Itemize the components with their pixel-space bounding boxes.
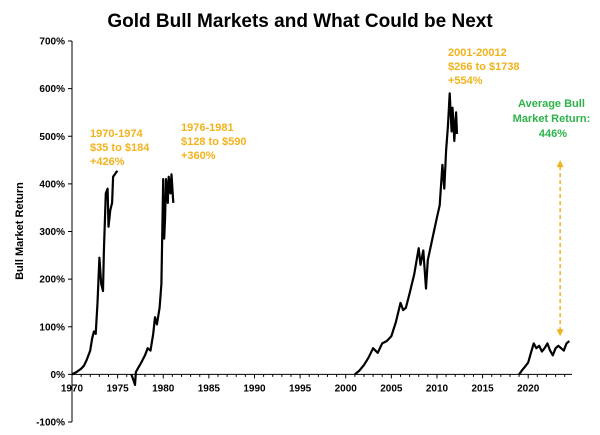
y-tick-label: 0% xyxy=(51,370,66,381)
x-tick-label: 1985 xyxy=(198,383,221,394)
y-tick-label: 500% xyxy=(39,132,65,143)
bull-market-line xyxy=(518,340,571,376)
y-tick-label: 600% xyxy=(39,84,65,95)
y-tick-label: 400% xyxy=(39,179,65,190)
y-tick-label: -100% xyxy=(36,418,65,429)
y-axis-label: Bull Market Return xyxy=(14,182,26,280)
annotation-1976-1981: 1976-1981 $128 to $590 +360% xyxy=(181,122,250,162)
annotation-line: 446% xyxy=(539,128,567,140)
annotation-line: $128 to $590 xyxy=(181,136,246,148)
x-tick-label: 1995 xyxy=(289,383,312,394)
x-tick-label: 2000 xyxy=(335,383,358,394)
annotation-line: Average Bull xyxy=(518,98,585,110)
average-arrow xyxy=(556,160,564,337)
y-tick-label: 100% xyxy=(39,322,65,333)
x-tick-label: 2010 xyxy=(426,383,449,394)
arrow-head-up xyxy=(556,160,564,168)
bull-market-line xyxy=(130,173,175,386)
x-tick-label: 1980 xyxy=(152,383,175,394)
x-tick-label: 1975 xyxy=(106,383,129,394)
annotation-1970-1974: 1970-1974 $35 to $184 +426% xyxy=(90,128,152,168)
annotation-average: Average Bull Market Return: 446% xyxy=(513,98,594,140)
annotation-line: +360% xyxy=(181,150,216,162)
annotation-line: +426% xyxy=(90,156,125,168)
annotation-line: $35 to $184 xyxy=(90,142,150,154)
annotation-line: $266 to $1738 xyxy=(448,61,520,73)
chart-title: Gold Bull Markets and What Could be Next xyxy=(107,11,493,32)
x-tick-label: 2015 xyxy=(471,383,494,394)
x-tick-label: 2005 xyxy=(380,383,403,394)
y-tick-label: 300% xyxy=(39,227,65,238)
annotation-line: 2001-20012 xyxy=(448,47,507,59)
annotation-line: Market Return: xyxy=(513,113,591,125)
y-tick-label: 700% xyxy=(39,37,65,48)
x-tick-label: 2020 xyxy=(517,383,540,394)
annotation-line: 1970-1974 xyxy=(90,128,143,140)
annotation-line: 1976-1981 xyxy=(181,122,234,134)
annotation-line: +554% xyxy=(448,75,483,87)
bull-market-line xyxy=(71,170,119,376)
series-layer xyxy=(71,92,571,386)
arrow-head-down xyxy=(556,329,564,337)
y-tick-label: 200% xyxy=(39,275,65,286)
y-axis-ticks: -100% 0% 100% 200% 300% 400% 500% 600% 700% xyxy=(36,37,72,429)
bull-market-line xyxy=(354,92,459,376)
x-tick-label: 1990 xyxy=(243,383,266,394)
annotation-2001-2012: 2001-20012 $266 to $1738 +554% xyxy=(448,47,523,87)
